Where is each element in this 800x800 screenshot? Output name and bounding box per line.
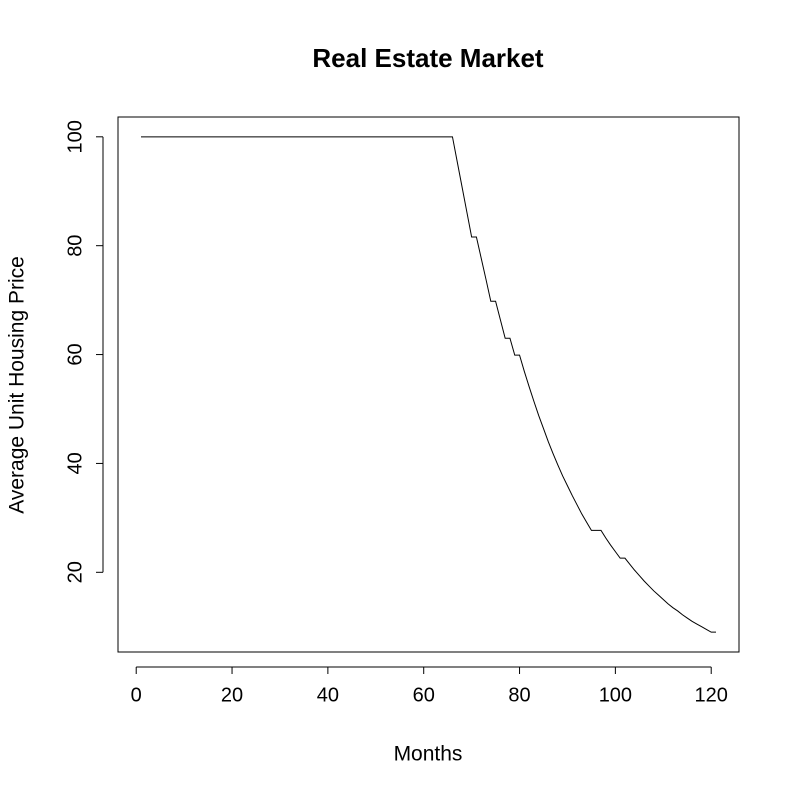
chart-title: Real Estate Market bbox=[312, 43, 544, 73]
x-tick-label: 20 bbox=[221, 684, 243, 706]
y-axis-title: Average Unit Housing Price bbox=[6, 256, 29, 514]
y-tick-label: 80 bbox=[64, 235, 86, 257]
y-tick-label: 100 bbox=[64, 120, 86, 153]
x-axis-title: Months bbox=[394, 743, 463, 766]
plot-frame bbox=[117, 116, 740, 653]
x-tick-label: 40 bbox=[317, 684, 339, 706]
y-tick-label: 60 bbox=[64, 343, 86, 365]
x-tick-label: 80 bbox=[508, 684, 530, 706]
y-tick-label: 40 bbox=[64, 452, 86, 474]
x-tick-label: 60 bbox=[413, 684, 435, 706]
data-line bbox=[141, 136, 716, 633]
x-tick-label: 0 bbox=[131, 684, 142, 706]
y-tick-label: 20 bbox=[64, 561, 86, 583]
x-tick-label: 120 bbox=[695, 684, 728, 706]
x-tick-label: 100 bbox=[599, 684, 632, 706]
